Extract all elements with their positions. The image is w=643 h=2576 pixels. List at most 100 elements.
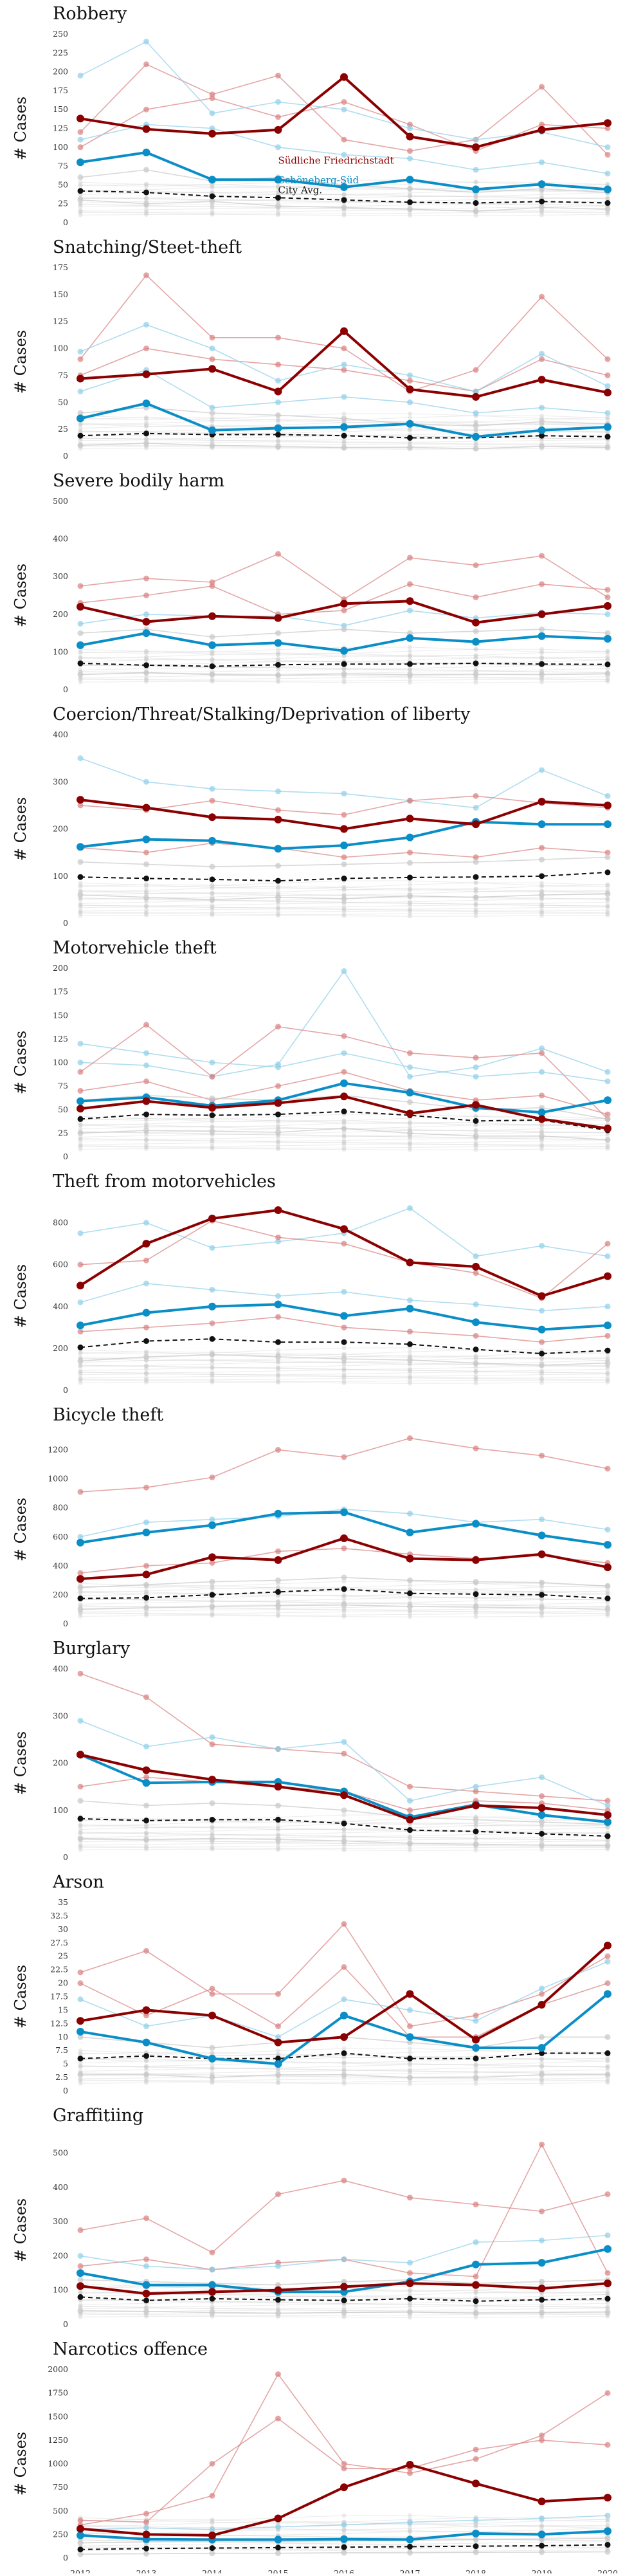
grey-context-point — [144, 891, 149, 896]
context-point — [341, 1807, 347, 1814]
city-avg-point — [407, 2295, 413, 2302]
grey-context-point — [276, 1610, 280, 1615]
context-point — [209, 1060, 215, 1065]
highlight-series — [77, 597, 611, 670]
grey-context-point — [144, 183, 149, 189]
grey-context-point — [276, 656, 280, 661]
y-tick-label: 22.5 — [50, 1965, 68, 1974]
grey-context-point — [341, 2055, 347, 2060]
context-point — [275, 894, 281, 901]
context-point — [539, 1092, 545, 1099]
point-blue — [538, 1109, 546, 1117]
context-point — [539, 205, 545, 211]
context-point — [341, 1240, 347, 1247]
grey-context-point — [276, 913, 280, 918]
grey-context-line — [80, 179, 608, 187]
context-point — [407, 155, 413, 161]
grey-context-point — [276, 212, 280, 217]
city-avg-point — [77, 2294, 84, 2300]
grey-context-line — [80, 1372, 608, 1375]
grey-context-point — [473, 1821, 478, 1826]
context-point — [604, 1116, 611, 1122]
grey-context-point — [605, 650, 610, 656]
grey-context-point — [276, 1373, 280, 1378]
context-point — [407, 1603, 413, 1610]
grey-context-point — [539, 656, 544, 661]
grey-context-point — [408, 645, 412, 650]
context-point — [143, 2308, 149, 2315]
context-point — [77, 1585, 84, 1591]
y-tick-label: 0 — [63, 2086, 68, 2095]
grey-context-point — [341, 1367, 347, 1372]
grey-context-point — [408, 194, 412, 199]
grey-context-point — [605, 2306, 610, 2311]
grey-context-point — [408, 1834, 412, 1839]
point-blue — [538, 2044, 546, 2052]
y-tick-label: 27.5 — [50, 1938, 68, 1947]
panel-title: Burglary — [53, 1639, 131, 1659]
context-point — [407, 555, 413, 561]
grey-context-line — [80, 1357, 608, 1363]
context-point — [341, 2278, 347, 2285]
city-avg-point — [275, 1588, 281, 1595]
city-avg-point — [143, 1111, 149, 1118]
grey-context-point — [473, 887, 478, 892]
city-avg-point — [407, 435, 413, 441]
context-point — [604, 670, 611, 677]
grey-context-point — [539, 2057, 544, 2062]
grey-context-point — [341, 439, 347, 445]
grey-context-point — [78, 426, 83, 431]
context-point — [341, 362, 347, 368]
point-blue — [604, 423, 611, 431]
y-tick-label: 300 — [53, 1711, 68, 1720]
context-line — [80, 1437, 608, 1493]
context-point — [473, 1133, 479, 1139]
city-avg-point — [539, 2050, 545, 2056]
grey-context-point — [408, 2081, 412, 2086]
context-point — [473, 1270, 479, 1276]
grey-context-point — [210, 1117, 215, 1122]
grey-context-point — [605, 1355, 610, 1360]
grey-context-point — [408, 1141, 412, 1146]
context-point — [473, 167, 479, 173]
grey-context-point — [605, 1146, 610, 1152]
grey-context-point — [276, 1139, 280, 1145]
context-point — [77, 802, 84, 809]
grey-context-point — [408, 1375, 412, 1381]
grey-context-line — [80, 1613, 608, 1616]
grey-context-point — [539, 913, 544, 918]
context-point — [275, 1354, 281, 1360]
grey-context-point — [78, 1380, 83, 1385]
y-tick-label: 200 — [53, 1758, 68, 1768]
grey-context-point — [144, 650, 149, 656]
point-blue — [604, 1541, 611, 1549]
grey-context-point — [473, 2069, 478, 2074]
context-point — [539, 856, 545, 863]
grey-context-point — [276, 2081, 280, 2086]
context-point — [341, 2256, 347, 2263]
grey-context-point — [144, 196, 149, 201]
grey-context-point — [210, 1141, 215, 1146]
context-point — [604, 2390, 611, 2397]
grey-context-point — [78, 1590, 83, 1595]
context-point — [275, 2072, 281, 2078]
point-red — [472, 143, 480, 151]
grey-context-point — [144, 2059, 149, 2064]
city-avg-point — [341, 2050, 347, 2056]
grey-context-point — [78, 1123, 83, 1128]
point-red — [538, 1115, 546, 1123]
grey-context-point — [341, 654, 347, 659]
panel-2: Severe bodily harm# Cases010020030040050… — [12, 471, 611, 694]
grey-context-point — [539, 1372, 544, 1377]
grey-context-point — [78, 901, 83, 906]
grey-context-point — [144, 1144, 149, 1149]
grey-context-point — [473, 1835, 478, 1841]
grey-context-point — [276, 438, 280, 443]
grey-context-point — [473, 1147, 478, 1152]
point-blue — [604, 1321, 611, 1330]
y-axis-label: # Cases — [12, 2198, 30, 2262]
grey-context-point — [408, 1374, 412, 1379]
grey-context-line — [80, 905, 608, 908]
